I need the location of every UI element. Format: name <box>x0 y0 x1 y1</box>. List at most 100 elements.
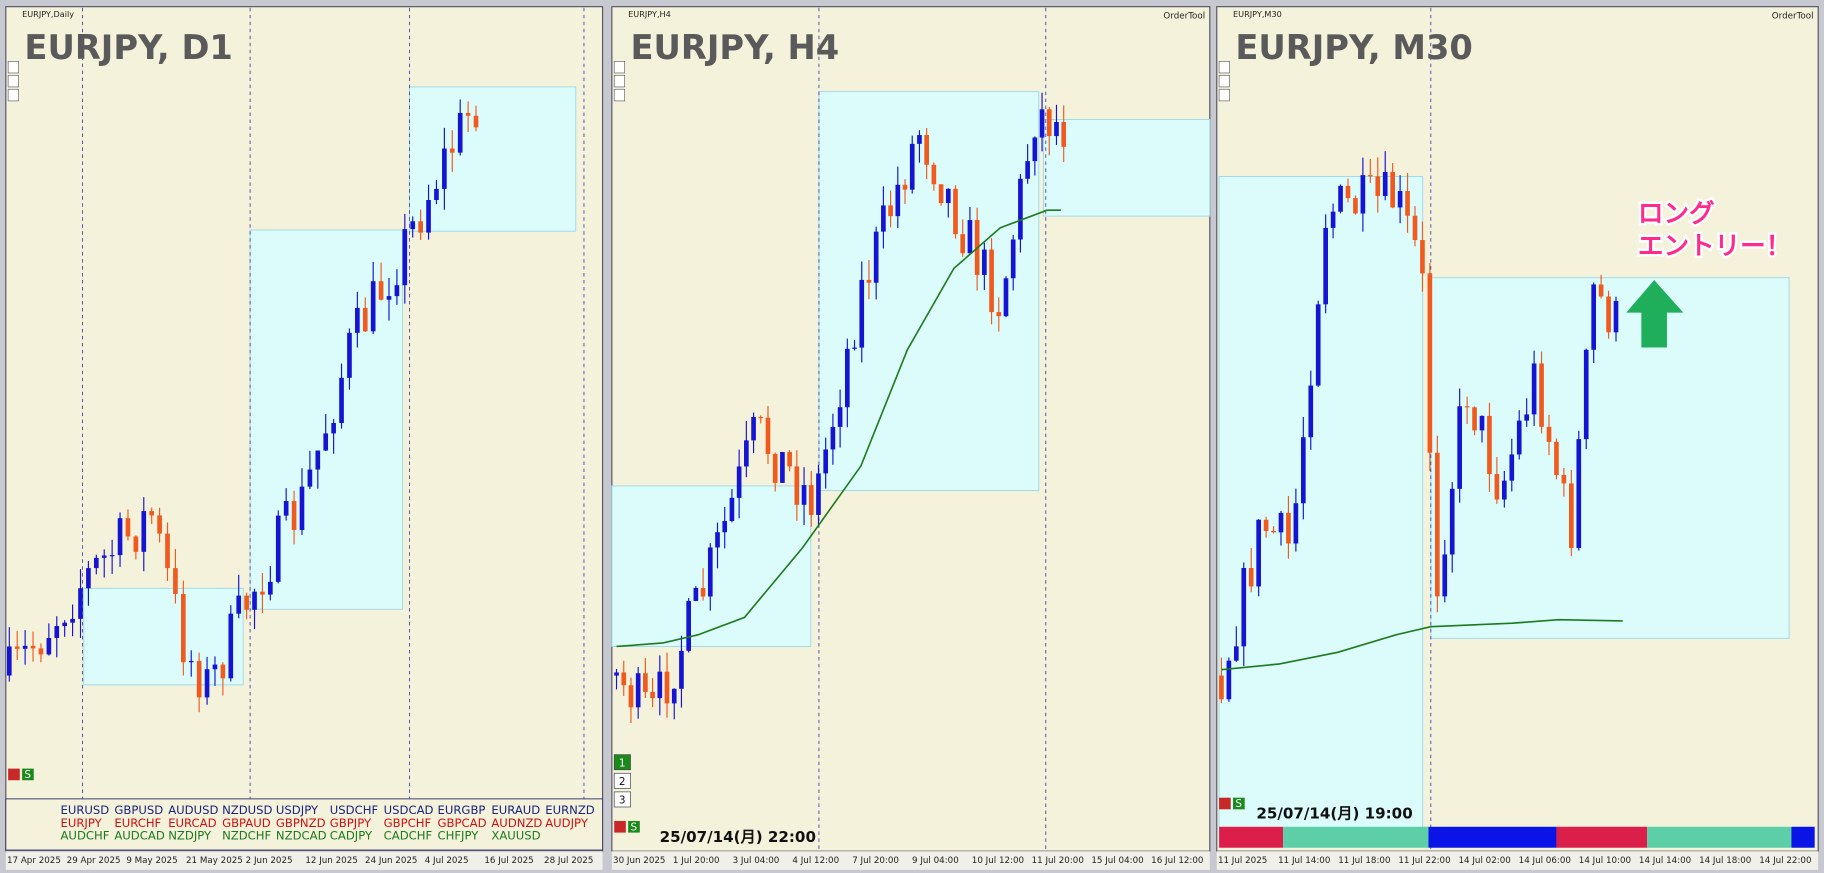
pair-link[interactable]: AUDCAD <box>114 829 164 843</box>
layout-button[interactable] <box>613 754 631 771</box>
candle-body <box>780 452 785 483</box>
pair-link[interactable]: USDCHF <box>330 803 379 817</box>
candle-body <box>1233 646 1239 661</box>
pair-link[interactable]: GBPCHF <box>384 816 432 830</box>
session-bar <box>1283 826 1429 848</box>
pair-link[interactable]: NZDJPY <box>168 829 212 843</box>
x-date-label: 14 Jul 02:00 <box>1459 856 1511 866</box>
chart-panel: EURJPY,Daily EURJPY, D1 17 Apr 2025 29 Apr … <box>5 6 604 870</box>
status-button[interactable] <box>22 768 34 781</box>
x-date-label: 3 Jul 04:00 <box>733 856 780 866</box>
candle-body <box>852 347 857 349</box>
x-date-label: 7 Jul 20:00 <box>852 856 899 866</box>
pair-link[interactable]: CHFJPY <box>438 829 480 843</box>
pair-link[interactable]: AUDUSD <box>168 803 218 817</box>
pair-link[interactable]: EURCHF <box>114 816 161 830</box>
candle-body <box>945 188 951 204</box>
scroll-button[interactable] <box>1218 88 1230 102</box>
candle-body <box>331 423 336 434</box>
candle-body <box>1323 227 1328 305</box>
x-date-label: 14 Jul 14:00 <box>1639 856 1691 866</box>
candle-body <box>54 626 60 639</box>
pair-link[interactable]: NZDUSD <box>222 803 272 817</box>
moving-average <box>616 209 1061 648</box>
candle-body <box>1345 185 1351 199</box>
symbol-label: EURJPY,H4 <box>628 9 671 19</box>
scroll-button[interactable] <box>613 60 626 74</box>
scroll-button[interactable] <box>1218 74 1230 88</box>
scroll-button[interactable] <box>1218 60 1230 74</box>
pair-link[interactable]: GBPAUD <box>222 816 271 830</box>
axis-strip <box>5 851 603 870</box>
layout-button-label: 3 <box>619 795 626 807</box>
layout-button[interactable] <box>613 772 631 789</box>
pair-link[interactable]: EURGBP <box>438 803 486 817</box>
x-date-label: 17 Apr 2025 <box>7 856 61 866</box>
pair-link[interactable]: CADJPY <box>330 829 373 843</box>
close-button[interactable] <box>1219 797 1231 810</box>
pair-link[interactable]: GBPJPY <box>330 816 372 830</box>
pair-link[interactable]: EURCAD <box>168 816 216 830</box>
pair-link[interactable]: AUDCHF <box>60 829 109 843</box>
x-date-label: 15 Jul 04:00 <box>1091 856 1143 866</box>
candle-body <box>1025 161 1030 179</box>
pair-link[interactable]: NZDCAD <box>276 829 327 843</box>
candle-body <box>650 691 655 699</box>
close-button[interactable] <box>614 820 626 833</box>
pair-link[interactable]: GBPCAD <box>438 816 487 830</box>
candle-body <box>924 135 929 165</box>
status-button[interactable] <box>628 820 640 833</box>
scroll-button[interactable] <box>7 88 19 102</box>
pair-link[interactable]: XAUUSD <box>491 829 540 843</box>
scroll-button[interactable] <box>613 74 626 88</box>
candle-body <box>628 685 634 708</box>
layout-button[interactable] <box>613 791 631 808</box>
scroll-button[interactable] <box>7 60 19 74</box>
pair-link[interactable]: AUDNZD <box>491 816 542 830</box>
candle-body <box>1330 211 1336 228</box>
x-date-label: 11 Jul 14:00 <box>1278 856 1330 866</box>
pair-link[interactable]: EURNZD <box>545 803 595 817</box>
status-button-label: S <box>1235 798 1242 810</box>
candle-body <box>1039 109 1045 138</box>
pair-link[interactable]: NZDCHF <box>222 829 271 843</box>
pair-link[interactable]: EURAUD <box>491 803 540 817</box>
candle-body <box>355 307 360 333</box>
candle-body <box>268 581 273 595</box>
status-button[interactable] <box>1233 797 1245 810</box>
x-date-label: 9 Jul 04:00 <box>912 856 959 866</box>
pair-link[interactable]: USDCAD <box>384 803 434 817</box>
x-date-label: 11 Jul 22:00 <box>1398 856 1450 866</box>
pair-link[interactable]: EURUSD <box>60 803 109 817</box>
candle-body <box>895 184 901 217</box>
zone-box <box>1218 176 1424 829</box>
candle-body <box>794 466 800 505</box>
pair-link[interactable]: GBPNZD <box>276 816 326 830</box>
pair-link[interactable]: AUDJPY <box>545 816 589 830</box>
x-date-label: 12 Jun 2025 <box>305 856 357 866</box>
candle-body <box>816 473 821 515</box>
close-button[interactable] <box>8 768 20 781</box>
candle-body <box>982 249 987 275</box>
candle-body <box>70 618 75 623</box>
candle-body <box>181 593 186 663</box>
x-date-label: 16 Jul 12:00 <box>1151 856 1203 866</box>
pair-link[interactable]: GBPUSD <box>114 803 163 817</box>
scroll-button[interactable] <box>7 74 19 88</box>
pair-link[interactable]: EURJPY <box>60 816 102 830</box>
symbol-label: EURJPY,M30 <box>1233 9 1282 19</box>
pair-link[interactable]: CADCHF <box>384 829 433 843</box>
candle-body <box>736 466 742 498</box>
candle-body <box>1241 567 1247 647</box>
x-date-label: 14 Jul 22:00 <box>1759 856 1811 866</box>
candle-body <box>967 220 973 254</box>
candle-body <box>1598 284 1604 297</box>
candle-body <box>228 613 234 679</box>
candle-body <box>457 112 463 153</box>
scroll-button[interactable] <box>613 88 626 102</box>
candle-body <box>1375 176 1381 196</box>
candle-body <box>722 520 728 533</box>
pair-link[interactable]: USDJPY <box>276 803 319 817</box>
x-date-label: 11 Jul 2025 <box>1218 856 1267 866</box>
x-date-label: 2 Jun 2025 <box>246 856 293 866</box>
